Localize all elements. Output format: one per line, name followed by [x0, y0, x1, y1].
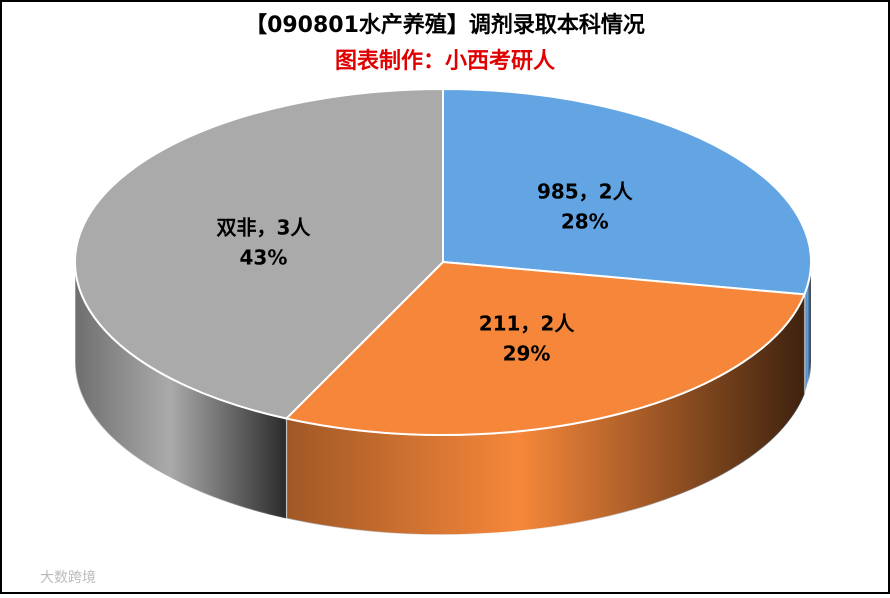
- slice-side-shade: [75, 262, 287, 519]
- value-label: 28%: [561, 209, 609, 233]
- slice: [284, 260, 806, 436]
- slice-side-shade: [804, 262, 811, 395]
- watermark: 大数跨境: [40, 570, 96, 586]
- chart-title: 【090801水产养殖】调剂录取本科情况: [245, 12, 645, 38]
- value-label: 43%: [239, 246, 287, 270]
- slice-side-shade: [286, 294, 805, 535]
- value-label: 29%: [503, 342, 551, 366]
- data-label: 双非，3人: [216, 216, 311, 240]
- data-label: 211，2人: [479, 312, 576, 336]
- chart-subtitle: 图表制作：小西考研人: [335, 49, 555, 74]
- slice: [442, 87, 812, 296]
- pie: 985，2人 28% 211，2人 29% 双非，3人 43%: [74, 87, 812, 536]
- data-label: 985，2人: [537, 179, 634, 203]
- slice: [74, 87, 444, 420]
